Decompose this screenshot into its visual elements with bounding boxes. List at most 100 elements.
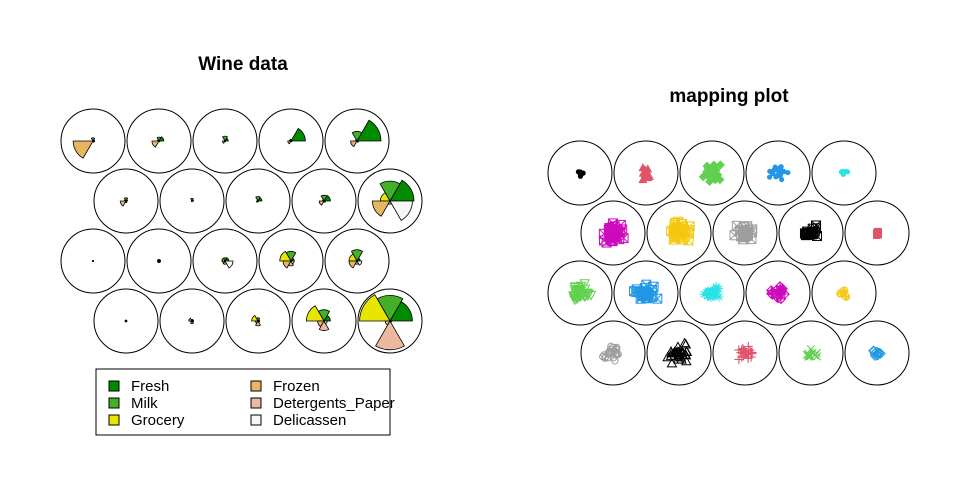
segment-delicassen [323, 320, 328, 325]
segment-delicassen [92, 140, 96, 143]
segment-detergents-paper [288, 260, 294, 267]
mapped-point [873, 228, 881, 239]
segment-delicassen [323, 200, 327, 203]
mapped-point [640, 292, 651, 303]
segment-frozen [151, 140, 160, 148]
segment-milk [350, 249, 364, 262]
segment-delicassen [389, 200, 413, 221]
segment-delicassen [125, 320, 128, 323]
segment-milk [123, 197, 129, 202]
mapped-point [743, 224, 754, 235]
segment-grocery [251, 314, 259, 322]
mapped-point [709, 165, 719, 175]
mapped-point [777, 172, 784, 178]
mapped-point [810, 351, 820, 360]
mapped-point [679, 349, 691, 359]
segment-frozen [371, 200, 391, 217]
mapped-point [615, 219, 626, 230]
mapped-point [778, 168, 785, 174]
legend-label: Grocery [131, 412, 185, 429]
segment-milk [190, 198, 194, 202]
segment-detergents-paper [375, 320, 405, 351]
segment-delicassen [290, 140, 293, 143]
segment-frozen [72, 140, 94, 159]
segment-delicassen [257, 200, 260, 203]
mapped-point [806, 228, 817, 239]
mapped-point [604, 349, 612, 357]
mapped-point [666, 357, 678, 368]
legend-box [95, 368, 391, 436]
mapped-point [582, 291, 594, 302]
mapped-point [699, 289, 709, 299]
mapped-point [714, 292, 724, 302]
mapped-point [671, 346, 683, 357]
mapped-point [840, 286, 849, 295]
segment-grocery [279, 250, 292, 262]
segment-milk [222, 135, 228, 142]
segment-milk [255, 196, 261, 202]
segment-frozen [318, 200, 325, 206]
segment-milk [320, 194, 328, 202]
legend-swatch [108, 380, 120, 392]
mapped-point [618, 233, 629, 244]
legend-label: Fresh [131, 378, 169, 395]
mapped-point [845, 169, 851, 175]
legend-label: Detergents_Paper [273, 395, 395, 412]
mapped-point [840, 170, 846, 176]
segment-delicassen [191, 200, 194, 203]
mapped-point [709, 287, 719, 297]
mapped-point [599, 352, 607, 361]
segment-fresh [323, 194, 331, 202]
mapped-point [607, 342, 615, 351]
segment-grocery [359, 294, 391, 322]
segment-grocery [188, 317, 193, 322]
mapped-point [769, 170, 776, 177]
mapped-point [648, 281, 659, 292]
legend-swatch [108, 397, 120, 409]
mapped-point [679, 337, 690, 348]
mapped-point [705, 291, 715, 301]
mapped-point [680, 227, 691, 238]
segment-fresh [290, 127, 306, 142]
mapped-point [604, 223, 615, 234]
mapped-point [578, 171, 584, 177]
legend-label: Milk [131, 395, 158, 412]
segment-fresh [356, 119, 382, 142]
segment-milk [156, 136, 162, 142]
mapping-plot [547, 140, 910, 386]
segment-delicassen [389, 320, 393, 323]
segment-delicassen [224, 260, 234, 269]
mapped-point [571, 285, 583, 296]
segment-detergents-paper [190, 320, 194, 324]
mapped-point [706, 292, 716, 302]
segment-detergents-paper [318, 320, 330, 331]
segment-fresh [389, 179, 415, 202]
segment-delicassen [158, 260, 162, 263]
mapped-point [743, 341, 753, 351]
legend-label: Delicassen [273, 412, 346, 429]
segment-frozen [119, 200, 127, 207]
segment-delicassen [125, 200, 128, 203]
legend-swatch [108, 414, 120, 426]
mapped-point [785, 169, 791, 176]
mapped-point [604, 353, 612, 362]
legend-swatch [250, 380, 262, 392]
segment-detergents-paper [255, 320, 261, 327]
mapped-point [572, 292, 584, 303]
segment-delicassen [356, 140, 360, 143]
mapped-point [739, 345, 749, 355]
segment-delicassen [224, 140, 227, 143]
segment-grocery [305, 305, 325, 322]
mapped-point [609, 343, 617, 352]
mapped-point [737, 352, 747, 362]
segment-frozen [350, 140, 358, 148]
segment-milk [351, 131, 363, 142]
segment-frozen [348, 260, 358, 269]
mapped-point [874, 347, 885, 359]
codes-plot [60, 108, 423, 354]
mapped-point [747, 347, 757, 357]
mapped-point [608, 348, 616, 356]
mapped-point [779, 176, 785, 183]
mapped-point [777, 283, 788, 294]
mapped-point [582, 288, 593, 299]
